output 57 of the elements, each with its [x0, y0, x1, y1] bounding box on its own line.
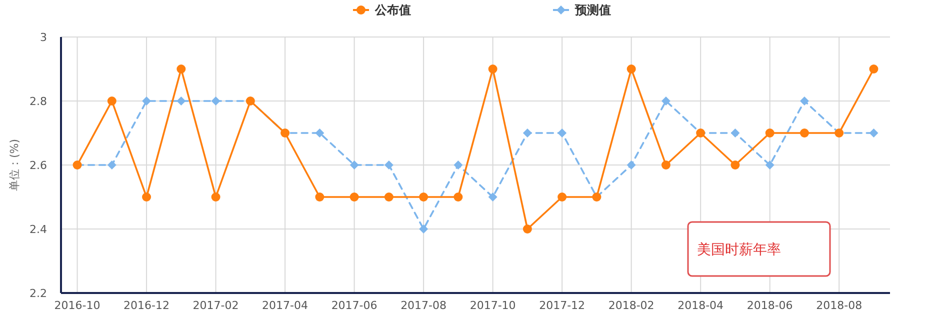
point: [488, 192, 498, 202]
x-tick-label: 2018-04: [678, 299, 724, 312]
point: [211, 192, 220, 202]
point: [730, 128, 740, 138]
x-tick-label: 2017-04: [262, 299, 308, 312]
legend-label: 公布值: [374, 3, 411, 18]
point: [488, 64, 498, 74]
x-tick-label: 2017-10: [470, 299, 516, 312]
y-axis-title: 单位：(%): [8, 138, 21, 192]
point: [419, 192, 428, 202]
point: [350, 192, 359, 202]
point: [800, 96, 809, 106]
point: [661, 96, 670, 106]
y-tick-label: 2.2: [30, 286, 47, 300]
x-tick-label: 2017-08: [400, 299, 447, 312]
y-tick-label: 2.8: [30, 94, 47, 108]
point: [142, 96, 152, 106]
point: [454, 192, 463, 202]
point: [765, 160, 774, 170]
point: [661, 160, 670, 170]
point: [107, 96, 116, 106]
point: [869, 64, 878, 74]
point: [730, 160, 740, 170]
point: [558, 192, 567, 202]
point: [626, 160, 636, 170]
x-tick-label: 2016-12: [124, 299, 170, 312]
point: [315, 192, 324, 202]
point: [176, 96, 186, 106]
point: [211, 96, 220, 106]
point: [522, 128, 532, 138]
point: [384, 192, 394, 202]
point: [419, 224, 428, 234]
point: [142, 192, 152, 202]
x-tick-label: 2018-08: [816, 299, 862, 312]
annotation: 美国时薪年率: [697, 242, 781, 258]
x-tick-label: 2017-02: [192, 299, 239, 312]
point: [454, 160, 463, 170]
point: [384, 160, 394, 170]
x-tick-label: 2018-06: [746, 299, 793, 312]
x-tick-label: 2018-02: [608, 299, 654, 312]
y-tick-label: 3: [40, 30, 47, 44]
point: [869, 128, 878, 138]
point: [558, 128, 567, 138]
x-tick-label: 2017-12: [539, 299, 586, 312]
point: [350, 160, 359, 170]
x-tick-label: 2017-06: [331, 299, 378, 312]
point: [522, 224, 532, 234]
y-tick-label: 2.6: [30, 158, 47, 172]
point: [800, 128, 809, 138]
point: [315, 128, 324, 138]
point: [176, 64, 186, 74]
y-tick-label: 2.4: [30, 222, 47, 236]
point: [626, 64, 636, 74]
x-tick-label: 2016-10: [54, 299, 100, 312]
legend-label: 预测值: [574, 3, 611, 18]
point: [107, 160, 116, 170]
point: [765, 128, 774, 138]
